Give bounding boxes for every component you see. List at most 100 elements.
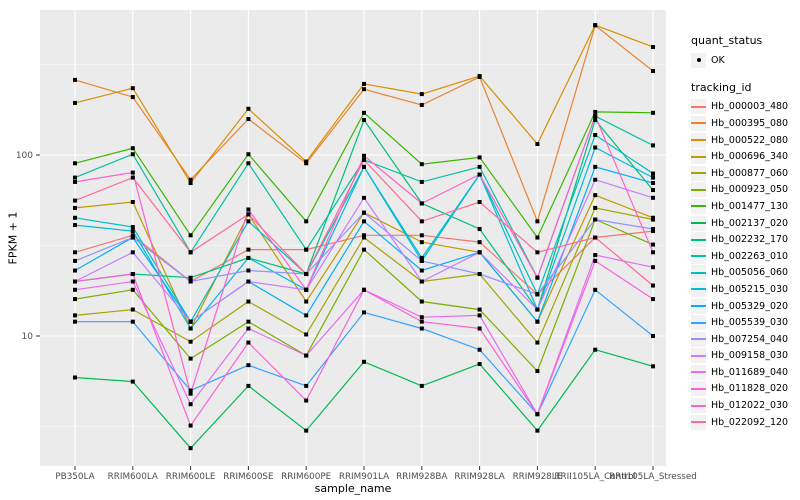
data-point [246,219,251,224]
legend-key-line-icon [691,238,706,241]
data-point [73,223,77,228]
legend-key-line-icon [691,188,706,191]
legend-key-swatch [691,364,706,380]
x-tick-label: PB350LA [55,472,94,482]
data-point [73,279,77,284]
data-point [477,155,482,160]
legend-item-Hb_009158_030: Hb_009158_030 [691,348,799,365]
data-point [419,383,424,388]
data-point [188,388,193,393]
data-point [246,299,251,304]
legend-item-label: Hb_002232_170 [711,234,789,246]
data-point [362,233,366,238]
legend-item-Hb_011689_040: Hb_011689_040 [691,364,799,381]
data-point [188,177,193,182]
data-point [130,175,135,180]
data-point [130,233,135,238]
data-point [362,110,366,115]
data-point [362,157,366,162]
data-point [651,171,655,176]
data-point [651,250,655,255]
legend-key-line-icon [691,139,706,142]
data-point [73,161,77,166]
legend-item-Hb_001477_130: Hb_001477_130 [691,198,799,215]
data-point [477,172,482,177]
legend-item-label: Hb_001477_130 [711,200,789,212]
x-tick-label: RRIM901LA [339,472,389,482]
data-point [130,307,135,312]
legend-item-Hb_000395_080: Hb_000395_080 [691,115,799,132]
x-tick-label: RRII105LA_Control [554,472,636,482]
data-point [304,428,309,433]
data-point [419,326,424,331]
data-point [535,428,540,433]
legend-item-ok-label: OK [711,54,725,66]
data-point [593,177,598,182]
data-point [246,319,251,324]
data-point [593,253,598,258]
data-point [593,145,598,150]
data-point [188,319,193,324]
data-point [593,347,598,352]
data-point [535,142,540,147]
legend-item-label: Hb_000923_050 [711,184,789,196]
legend-key-swatch [691,182,706,198]
legend-key-swatch [691,198,706,214]
data-point [73,319,77,324]
data-point [593,164,598,169]
data-point [651,143,655,148]
data-point [246,340,251,345]
data-point [419,201,424,206]
data-point [73,198,77,203]
data-point [535,250,540,255]
legend-key-line-icon [691,288,706,291]
data-point [362,164,366,169]
legend-item-ok: OK [691,52,799,69]
data-point [304,247,309,252]
data-point [419,299,424,304]
data-point [362,118,366,123]
data-point [651,242,655,247]
data-point [130,287,135,292]
ok-point-icon [696,58,701,63]
data-point [362,310,366,315]
data-point [477,307,482,312]
y-tick-label: 10 [22,332,34,342]
legend-key-swatch [691,232,706,248]
data-point [362,287,366,292]
data-point [651,297,655,302]
legend-item-Hb_000522_080: Hb_000522_080 [691,132,799,149]
x-tick-label: RRIM928LE [513,472,563,482]
data-point [73,205,77,210]
data-point [246,117,251,122]
legend-item-Hb_005329_020: Hb_005329_020 [691,298,799,315]
data-point [477,326,482,331]
legend-item-label: Hb_000003_480 [711,101,789,113]
legend-key-swatch [691,248,706,264]
legend-key-swatch [691,115,706,131]
data-point [73,175,77,180]
data-point [130,319,135,324]
legend-item-label: Hb_011828_020 [711,383,789,395]
data-point [593,23,598,28]
data-point [246,363,251,368]
data-point [188,391,193,396]
data-point [130,86,135,91]
y-tick-label: 100 [16,151,33,161]
x-tick-label: RRIM600SE [223,472,273,482]
legend-item-Hb_007254_040: Hb_007254_040 [691,331,799,348]
data-point [73,215,77,220]
legend-item-label: Hb_005215_030 [711,283,789,295]
data-point [304,313,309,318]
data-point [246,106,251,111]
data-point [419,219,424,224]
data-point [477,227,482,232]
legend-key-swatch [691,414,706,430]
data-point [362,247,366,252]
data-point [477,362,482,367]
data-point [73,250,77,255]
data-point [130,229,135,234]
legend-item-label: Hb_000522_080 [711,134,789,146]
data-point [419,240,424,245]
data-point [304,353,309,358]
